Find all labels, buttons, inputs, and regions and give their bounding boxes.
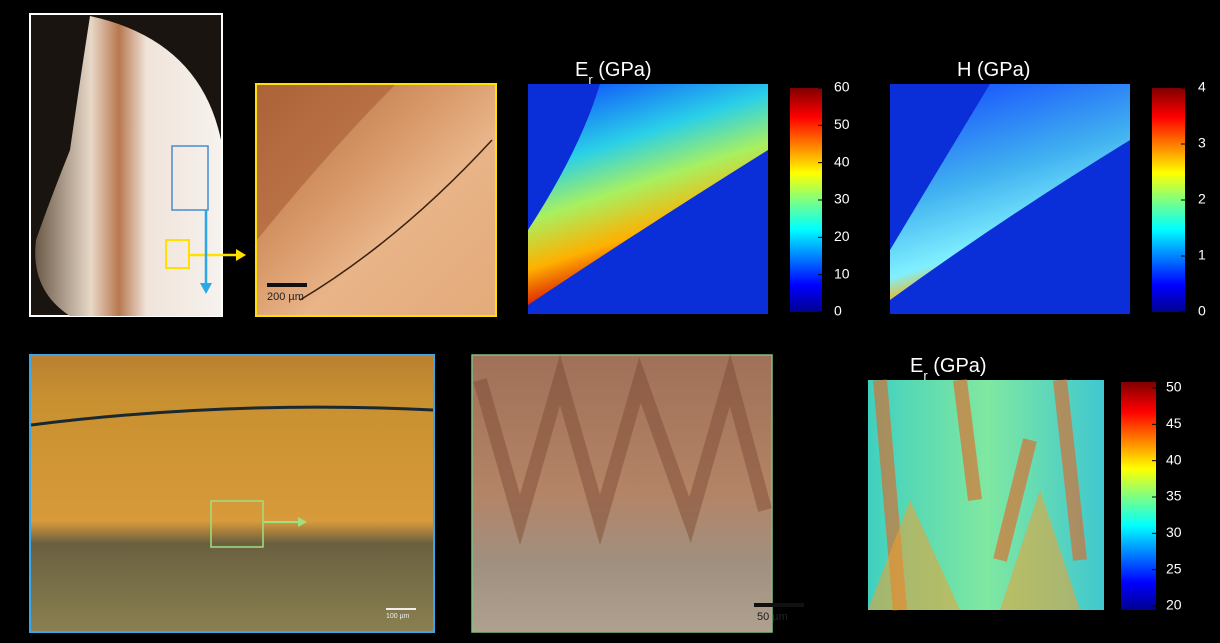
- tick-label: 10: [834, 265, 850, 281]
- micrograph-yellow: 200 µm: [255, 83, 497, 317]
- map-title: H (GPa): [957, 59, 1030, 81]
- tick-label: 60: [834, 79, 850, 95]
- colorbar: [1152, 88, 1185, 312]
- tick-label: 4: [1198, 79, 1206, 95]
- tick-label: 30: [1166, 524, 1182, 540]
- tick-label: 30: [834, 191, 850, 207]
- tick-label: 3: [1198, 135, 1206, 151]
- tick-label: 1: [1198, 247, 1206, 263]
- colorbar: [1121, 382, 1156, 610]
- tick-label: 40: [834, 153, 850, 169]
- title-subscript: r: [588, 72, 593, 87]
- heatmap: [528, 84, 768, 314]
- scale-bar-label: 100 µm: [386, 613, 410, 620]
- tick-label: 45: [1166, 415, 1182, 431]
- title-symbol: H: [957, 59, 971, 81]
- heatmap: [890, 84, 1130, 314]
- heatmap: [868, 379, 1104, 611]
- title-symbol: E: [910, 355, 923, 377]
- tick-label: 20: [834, 228, 850, 244]
- scale-bar-label: 50 µm: [757, 611, 788, 623]
- title-symbol: E: [575, 59, 588, 81]
- title-unit: (GPa): [928, 355, 987, 377]
- title-unit: (GPa): [971, 59, 1030, 81]
- tick-label: 0: [834, 303, 842, 319]
- tick-label: 40: [1166, 451, 1182, 467]
- micrograph-blue: 100 µm: [29, 354, 435, 633]
- tick-label: 50: [834, 116, 850, 132]
- colorbar: [790, 88, 822, 312]
- tick-label: 35: [1166, 488, 1182, 504]
- tick-label: 0: [1198, 303, 1206, 319]
- title-subscript: r: [923, 368, 928, 383]
- tick-label: 2: [1198, 191, 1206, 207]
- scale-bar-label: 200 µm: [267, 291, 304, 303]
- tick-label: 25: [1166, 560, 1182, 576]
- tick-label: 20: [1166, 597, 1182, 613]
- shell-photo: [29, 13, 246, 317]
- tick-label: 50: [1166, 379, 1182, 395]
- title-unit: (GPa): [593, 59, 652, 81]
- map-title: Er (GPa): [575, 59, 652, 87]
- map-title: Er (GPa): [910, 355, 987, 383]
- micrograph-green: 50 µm: [471, 353, 804, 633]
